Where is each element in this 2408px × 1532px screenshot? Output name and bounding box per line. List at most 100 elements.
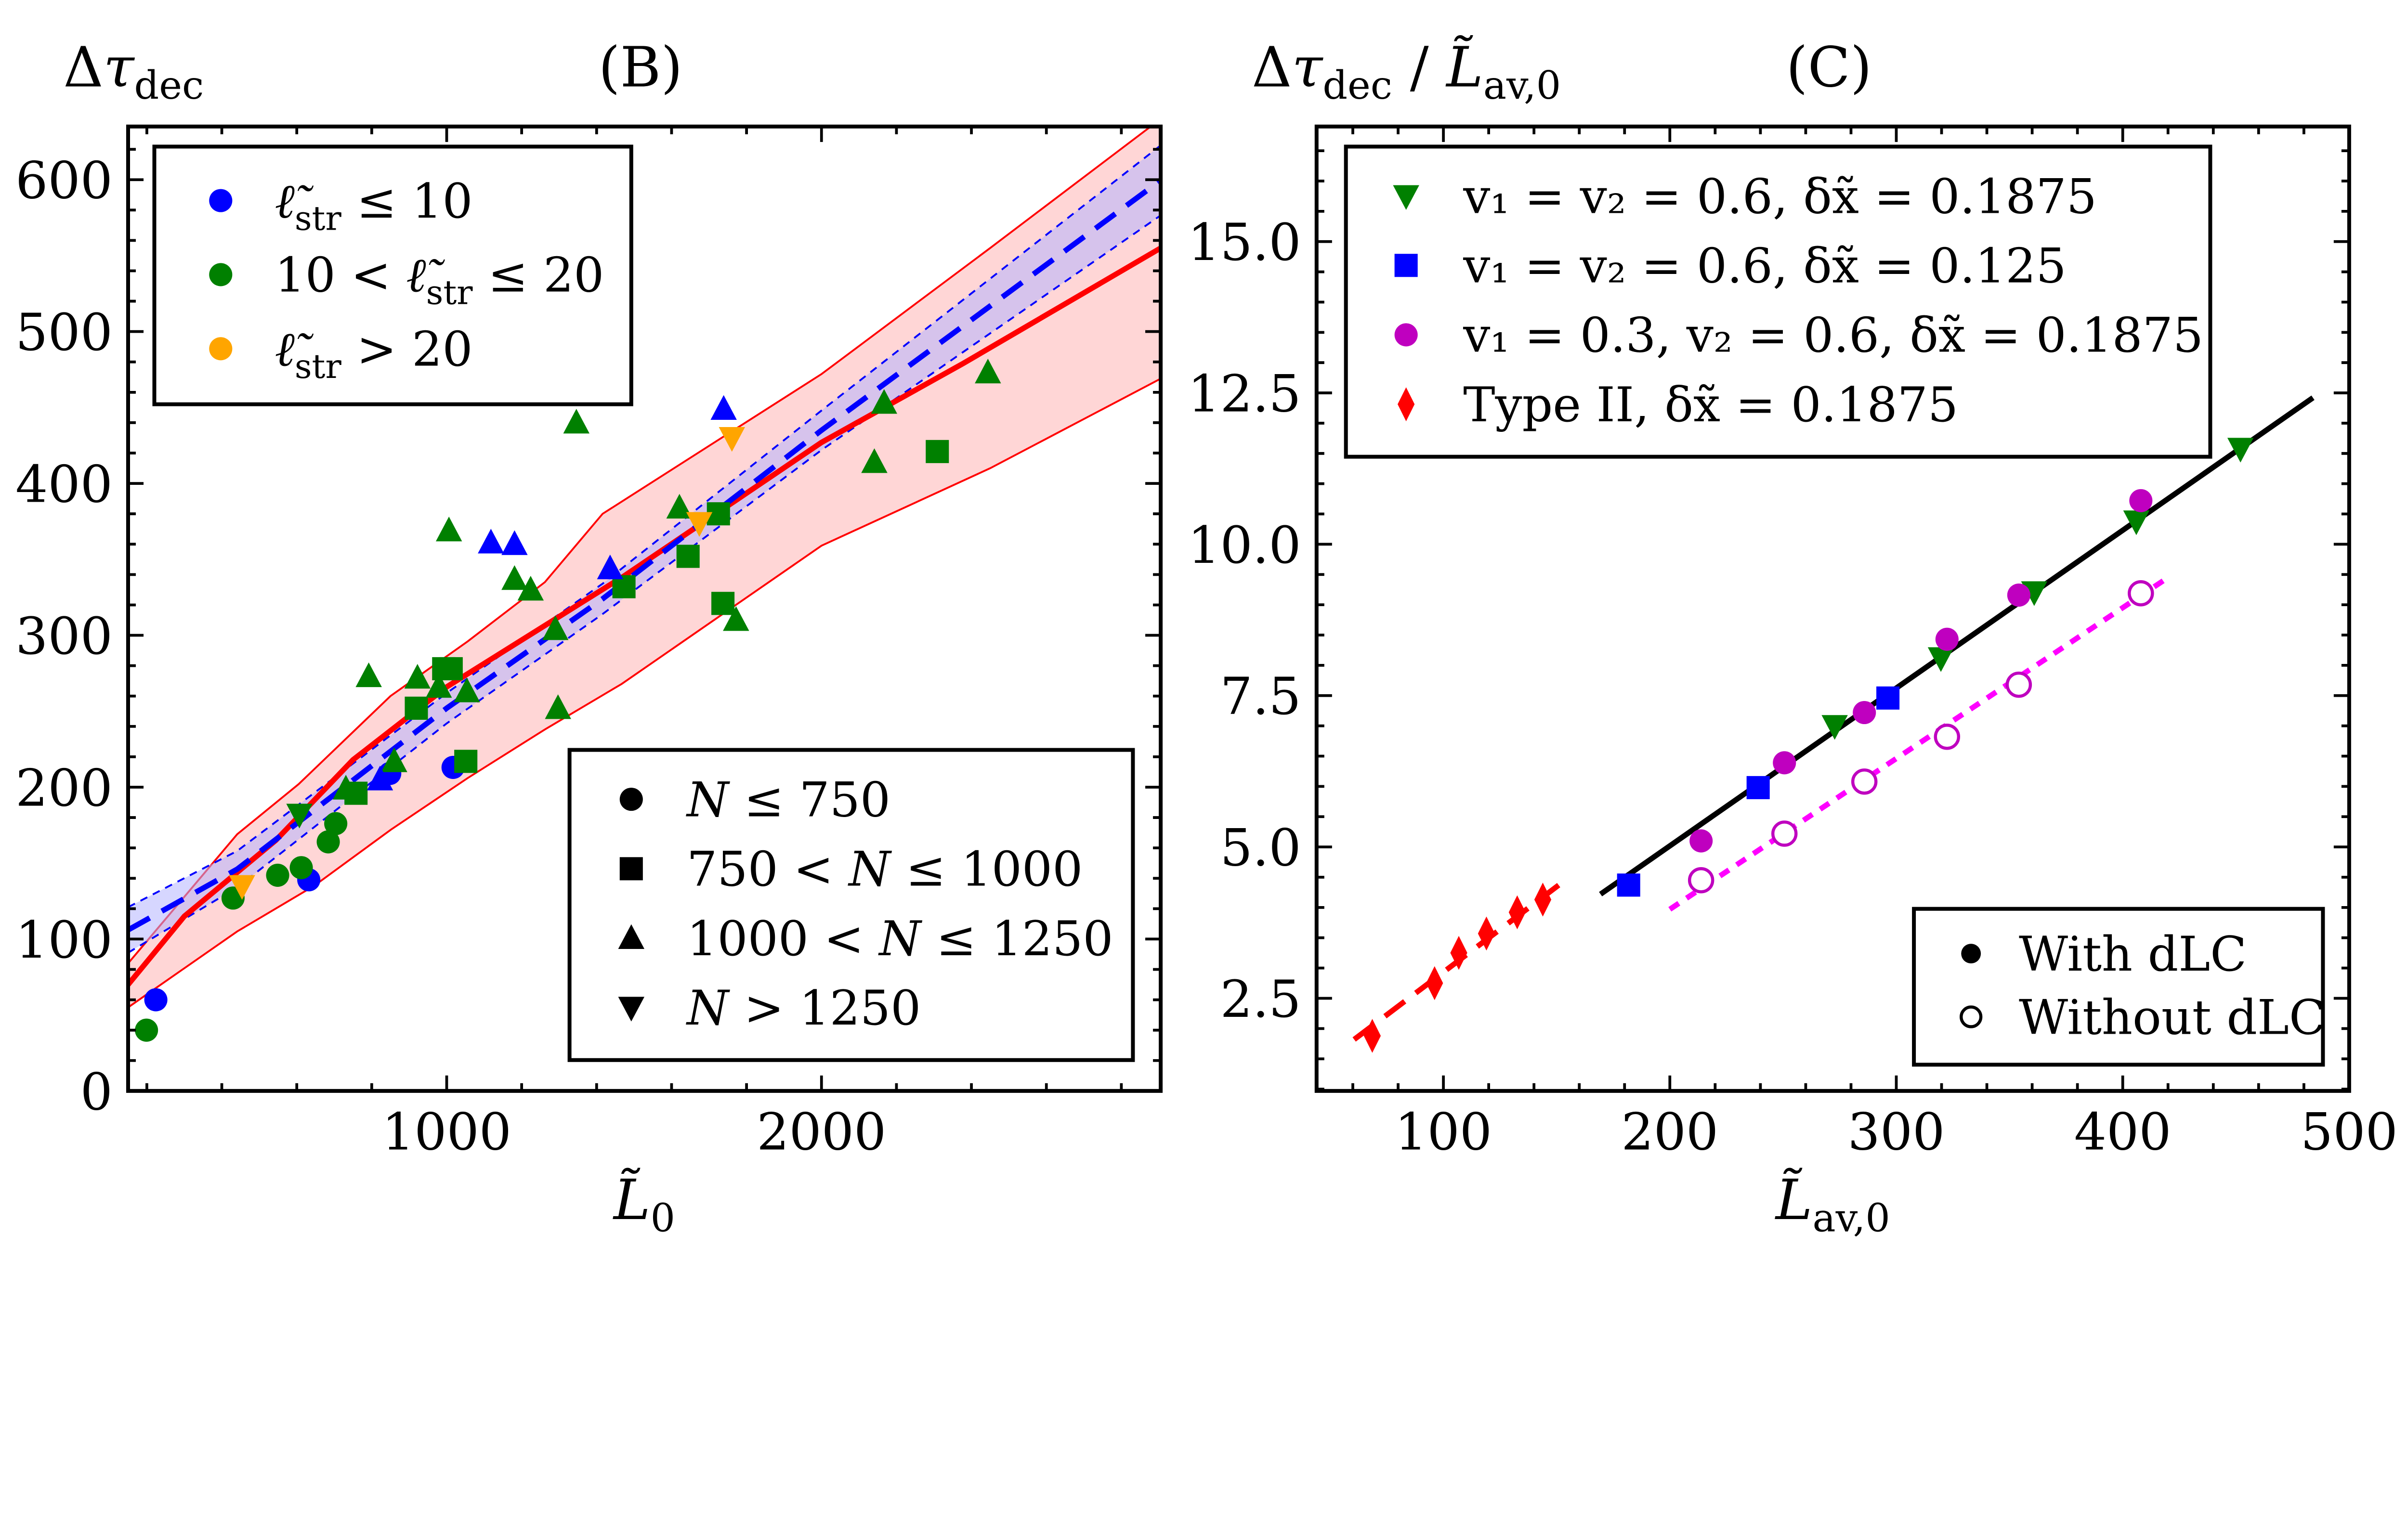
confidence-band [128,146,1160,953]
x-tick-label: 2000 [757,1103,886,1162]
triangle-up-marker [545,694,571,719]
triangle-up-marker [404,664,431,689]
y-tick-label: 200 [15,758,113,818]
diamond-marker [1398,387,1415,421]
fit-line [1599,395,2315,896]
square-marker [1394,254,1418,277]
triangle-up-marker [861,448,888,473]
band-edge-lower [128,215,1160,954]
y-tick-label: 0 [80,1062,113,1121]
axes-frame [1314,124,2351,1093]
legend-item: With dLC [1961,927,2247,982]
legend-label: With dLC [2019,927,2247,982]
plot-area [1352,395,2315,1053]
legend-item: v₁ = 0.3, v₂ = 0.6, δx̃ = 0.1875 [1394,308,2203,364]
square-marker [711,592,735,615]
y-tick-label: 300 [15,607,113,666]
triangle-up-marker [517,576,544,601]
x-tick-label: 200 [1621,1103,1718,1162]
label-part: L̃ [1445,35,1483,100]
legend-item: N ≤ 750 [619,772,890,828]
fit-line [128,179,1161,933]
triangle-up-marker [871,389,897,414]
circle-marker [1689,829,1713,853]
label-part: > 20 [341,322,473,377]
triangle-up-marker [723,606,749,631]
square-marker [1617,873,1640,897]
triangle-up-marker [332,775,359,800]
triangle-up-marker [618,924,645,949]
legend-label: v₁ = v₂ = 0.6, δx̃ = 0.1875 [1463,169,2097,224]
y-tick-label: 400 [15,455,113,514]
legend-label: ℓ̃str ≤ 10 [275,174,472,238]
y-tick-label: 15.0 [1188,213,1301,272]
legend-label: Type II, δx̃ = 0.1875 [1463,377,1958,433]
figure: 1000 20000100200300400500600(B)L̃0Δτdecℓ̃… [15,35,2398,1241]
circle-marker [2007,584,2030,607]
triangle-down-marker [618,997,645,1022]
y-tick-label: 12.5 [1188,364,1301,424]
circle-marker [135,1018,158,1042]
square-marker [439,657,463,680]
circle-marker [1688,867,1714,894]
triangle-up-marker [454,677,480,702]
square-marker [454,750,478,773]
label-part: str [295,199,342,238]
panel-title: (C) [1786,35,1872,100]
circle-marker [1961,944,1981,964]
circle-marker [324,812,348,835]
legend-item: 10 < ℓ̃str ≤ 20 [209,248,604,312]
plot-area [128,126,1161,1042]
diamond-marker [1478,916,1495,951]
legend-label: v₁ = 0.3, v₂ = 0.6, δx̃ = 0.1875 [1463,308,2203,364]
label-part: av,0 [1483,63,1561,108]
triangle-up-marker [425,673,452,698]
band-edge-upper [128,145,1160,908]
square-marker [405,696,428,720]
x-tick-label: 400 [2074,1103,2172,1162]
label-part: Δ [63,35,103,100]
triangle-up-marker [710,395,737,420]
label-part: ≤ 1250 [921,911,1113,967]
diamond-marker [1508,895,1526,930]
label-part: 10 < [275,248,406,303]
legend-item: v₁ = v₂ = 0.6, δx̃ = 0.1875 [1393,169,2097,224]
label-part: N [686,772,730,828]
triangle-up-marker [478,529,504,554]
triangle-up-marker [355,662,382,688]
label-part: ≤ 20 [473,248,604,303]
legend-item: v₁ = v₂ = 0.6, δx̃ = 0.125 [1394,238,2067,294]
triangle-up-marker [563,409,590,434]
legend-label: 750 < N ≤ 1000 [687,842,1083,897]
x-axis-label: L̃0 [613,1168,675,1241]
label-part: dec [1322,63,1392,108]
square-marker [926,440,949,463]
band-edge-upper [128,126,1152,964]
y-tick-label: 600 [15,151,113,210]
triangle-up-marker [666,493,693,519]
diamond-marker [1363,1019,1381,1053]
x-tick-label: 1000 [382,1103,511,1162]
circle-marker [209,263,233,286]
triangle-down-marker [686,512,713,537]
label-part: 0 [651,1196,675,1241]
triangle-down-marker [2021,581,2048,606]
x-tick-label: 500 [2301,1103,2398,1162]
circle-marker [144,988,168,1012]
legend-item: ℓ̃str > 20 [209,322,473,386]
legend-item: N > 1250 [618,981,921,1036]
circle-marker [266,863,289,887]
y-tick-label: 100 [15,910,113,970]
ticks [128,126,1161,1092]
label-part: N [848,842,892,897]
label-part: > 1250 [729,981,921,1036]
x-tick-label: 100 [1395,1103,1492,1162]
label-part: / [1392,35,1446,100]
label-part: ≤ 1000 [890,842,1083,897]
label-part: 1000 < [687,911,879,967]
legend-color: ℓ̃str ≤ 10 10 < ℓ̃str ≤ 20 ℓ̃str > 20 [152,144,633,406]
triangle-down-marker [2123,510,2150,535]
triangle-down-marker [2227,438,2254,463]
triangle-down-marker [1821,715,1848,740]
label-part: τ [1292,35,1323,100]
